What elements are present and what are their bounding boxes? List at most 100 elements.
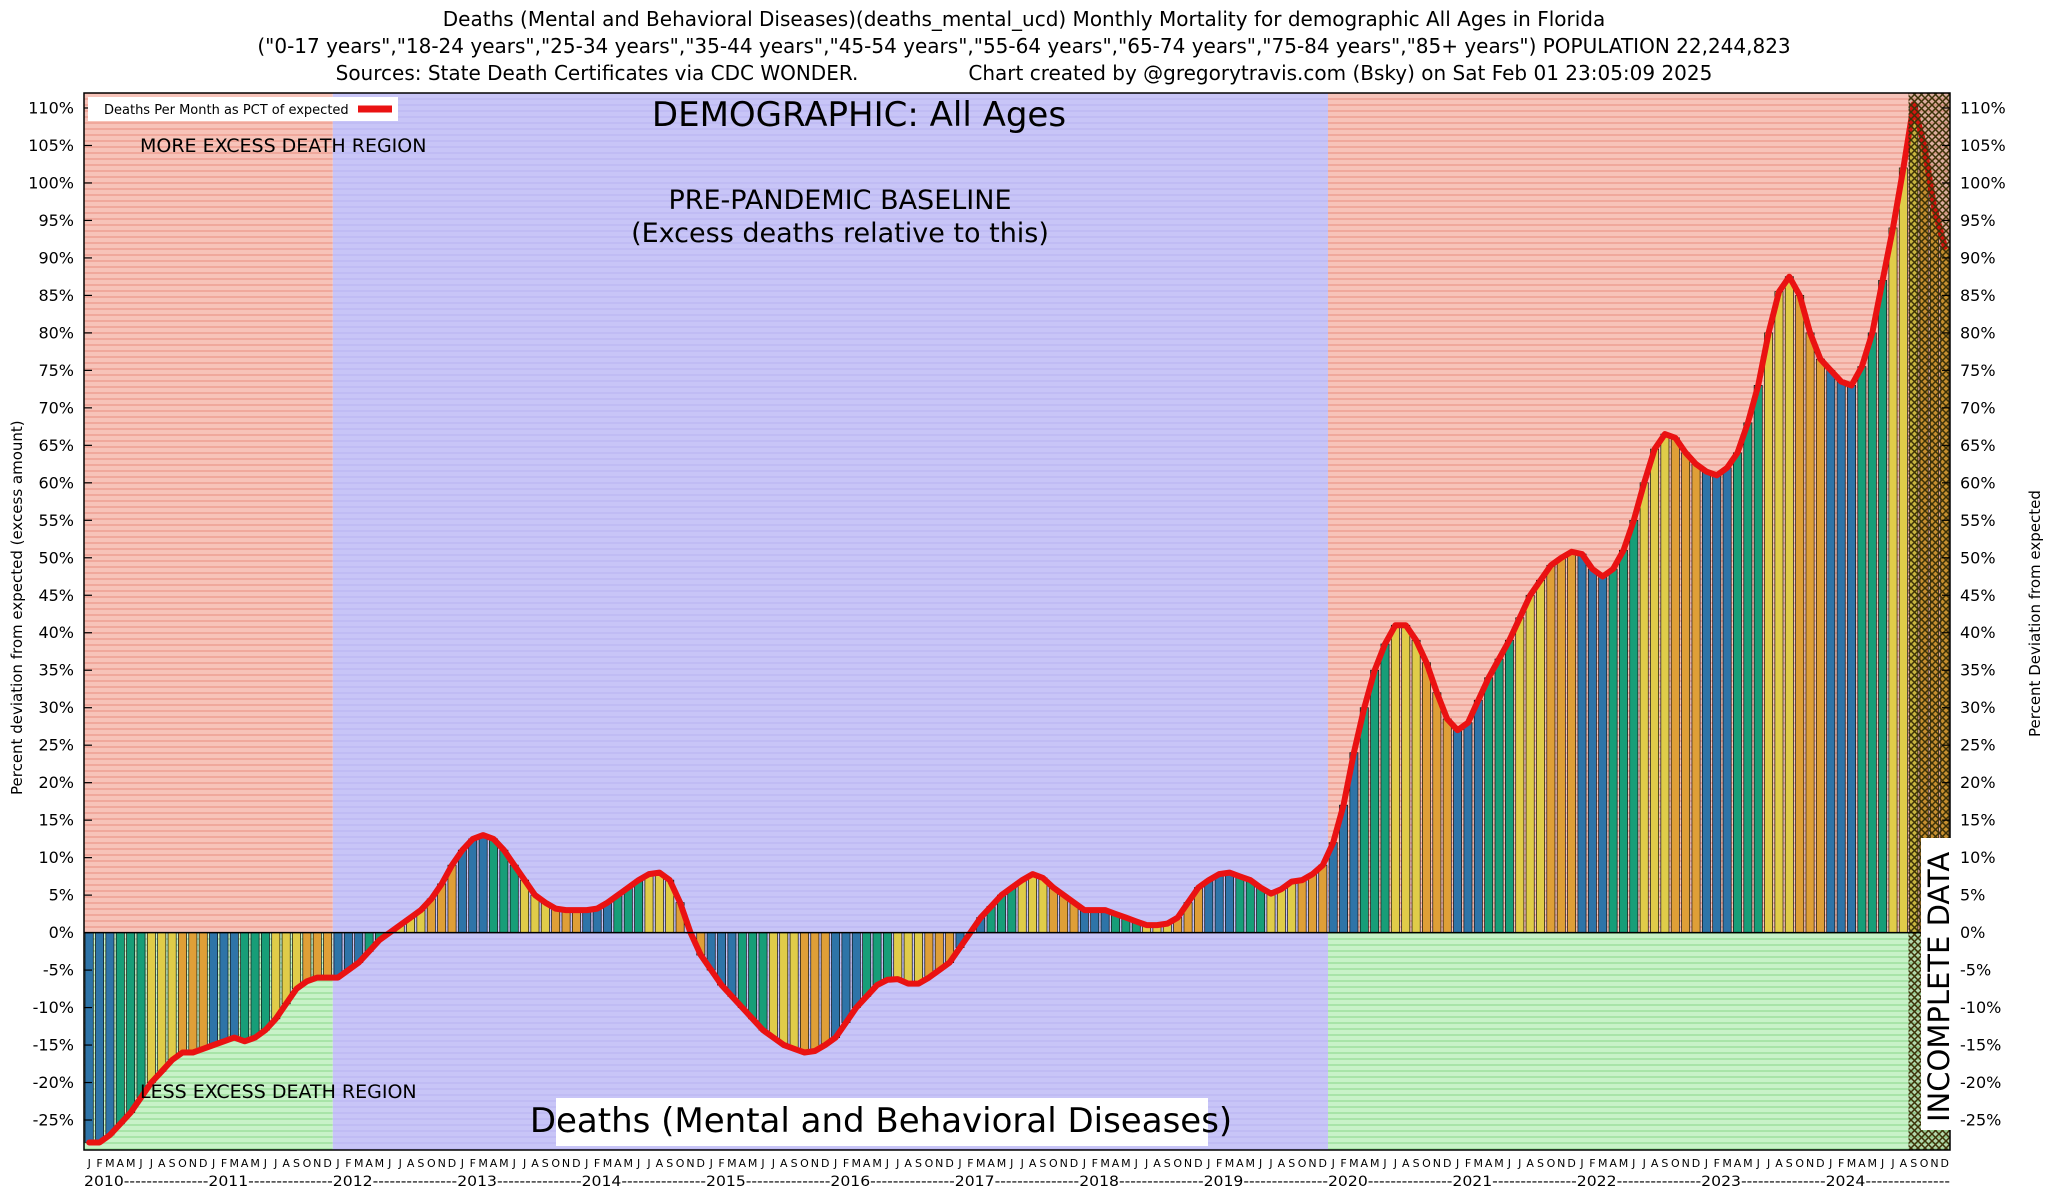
bar-month bbox=[489, 838, 498, 933]
month-label: S bbox=[1786, 1157, 1793, 1170]
month-label: M bbox=[354, 1157, 364, 1170]
month-label: F bbox=[1465, 1157, 1471, 1170]
month-label: A bbox=[987, 1157, 995, 1170]
y-tick-label-right: 85% bbox=[1960, 286, 1996, 305]
credit-text: Chart created by @gregorytravis.com (Bsk… bbox=[968, 61, 1713, 85]
bar-month bbox=[1442, 718, 1452, 933]
month-label: F bbox=[1092, 1157, 1098, 1170]
y-tick-label-right: 50% bbox=[1960, 548, 1996, 567]
bar-month bbox=[1525, 594, 1535, 933]
y-tick-label-right: 100% bbox=[1960, 173, 2006, 192]
month-label: M bbox=[1868, 1157, 1878, 1170]
y-tick-label-right: 55% bbox=[1960, 511, 1996, 530]
month-label: A bbox=[1734, 1157, 1742, 1170]
month-label: N bbox=[935, 1157, 943, 1170]
y-tick-label-left: 100% bbox=[28, 173, 74, 192]
month-label: O bbox=[1422, 1157, 1431, 1170]
y-tick-label-left: 105% bbox=[28, 136, 74, 155]
month-label: N bbox=[686, 1157, 694, 1170]
pre-pandemic-baseline-region bbox=[332, 93, 1328, 1150]
bar-month bbox=[126, 932, 136, 1113]
month-label: D bbox=[448, 1157, 456, 1170]
month-label: A bbox=[656, 1157, 664, 1170]
y-tick-label-right: 45% bbox=[1960, 586, 1996, 605]
bar-month bbox=[758, 932, 768, 1031]
bar-month bbox=[914, 932, 923, 984]
y-tick-label-left: 80% bbox=[38, 323, 74, 342]
bar-month bbox=[457, 849, 467, 933]
bar-month bbox=[333, 932, 343, 978]
month-label: M bbox=[1474, 1157, 1484, 1170]
month-label: J bbox=[1082, 1157, 1086, 1170]
month-label: J bbox=[1134, 1157, 1138, 1170]
month-label: J bbox=[636, 1157, 640, 1170]
bar-month bbox=[281, 932, 291, 1005]
bar-month bbox=[623, 887, 633, 933]
month-label: J bbox=[522, 1157, 526, 1170]
month-label: J bbox=[1756, 1157, 1760, 1170]
month-label: N bbox=[811, 1157, 819, 1170]
month-label: D bbox=[821, 1157, 829, 1170]
month-label: S bbox=[417, 1157, 424, 1170]
month-label: M bbox=[1370, 1157, 1380, 1170]
bar-month bbox=[1753, 385, 1763, 933]
month-label: A bbox=[1485, 1157, 1493, 1170]
month-label: J bbox=[771, 1157, 775, 1170]
month-label: A bbox=[1029, 1157, 1037, 1170]
bar-month bbox=[644, 873, 654, 933]
bar-month bbox=[654, 872, 664, 933]
month-label: J bbox=[895, 1157, 899, 1170]
deaths-pct-line bbox=[86, 101, 1948, 1146]
bar-month bbox=[1401, 624, 1411, 933]
month-label: S bbox=[169, 1157, 176, 1170]
y-tick-label-right: 70% bbox=[1960, 398, 1996, 417]
y-tick-label-left: 50% bbox=[38, 548, 74, 567]
y-tick-label-left: 15% bbox=[38, 811, 74, 830]
month-label: O bbox=[427, 1157, 436, 1170]
month-label: F bbox=[967, 1157, 973, 1170]
bar-month bbox=[893, 932, 903, 980]
month-label: J bbox=[1268, 1157, 1272, 1170]
bar-month bbox=[727, 932, 737, 997]
month-label: O bbox=[1173, 1157, 1182, 1170]
month-label: D bbox=[1941, 1157, 1949, 1170]
demographic-label: DEMOGRAPHIC: All Ages bbox=[652, 95, 1066, 135]
less-excess-label: LESS EXCESS DEATH REGION bbox=[140, 1081, 417, 1103]
y-tick-label-left: 70% bbox=[38, 398, 74, 417]
month-label: N bbox=[1930, 1157, 1938, 1170]
bar-month bbox=[800, 932, 809, 1053]
bar-month bbox=[1484, 677, 1494, 933]
bar-month bbox=[1214, 873, 1224, 933]
month-label: J bbox=[1206, 1157, 1210, 1170]
bar-month bbox=[1017, 879, 1027, 933]
month-label: A bbox=[407, 1157, 415, 1170]
bar-month bbox=[1411, 639, 1421, 933]
month-label: M bbox=[976, 1157, 986, 1170]
bottom-title: Deaths (Mental and Behavioral Diseases) bbox=[530, 1101, 1232, 1141]
month-label: A bbox=[117, 1157, 125, 1170]
bar-month bbox=[1743, 422, 1753, 933]
y-tick-label-right: 60% bbox=[1960, 473, 1996, 492]
y-tick-label-left: 60% bbox=[38, 473, 74, 492]
month-label: F bbox=[718, 1157, 724, 1170]
bar-month bbox=[551, 908, 561, 933]
y-tick-label-left: 55% bbox=[38, 511, 74, 530]
month-label: M bbox=[1121, 1157, 1131, 1170]
month-label: F bbox=[470, 1157, 476, 1170]
y-tick-label-right: 5% bbox=[1960, 886, 1985, 905]
bar-month bbox=[1847, 385, 1856, 933]
bar-month bbox=[1473, 699, 1483, 933]
incomplete-label-box bbox=[1921, 838, 1956, 1130]
bar-month bbox=[240, 932, 250, 1042]
y-tick-label-right: 30% bbox=[1960, 698, 1996, 717]
bar-month bbox=[1007, 887, 1017, 933]
bar-month bbox=[1784, 276, 1794, 933]
y-tick-label-right: 105% bbox=[1960, 136, 2006, 155]
month-label: D bbox=[323, 1157, 331, 1170]
month-label: F bbox=[1216, 1157, 1222, 1170]
y-tick-label-left: -5% bbox=[43, 961, 74, 980]
y-tick-label-left: 90% bbox=[38, 248, 74, 267]
bar-month bbox=[167, 932, 177, 1061]
bar-month bbox=[1712, 474, 1722, 933]
month-label: A bbox=[1236, 1157, 1244, 1170]
